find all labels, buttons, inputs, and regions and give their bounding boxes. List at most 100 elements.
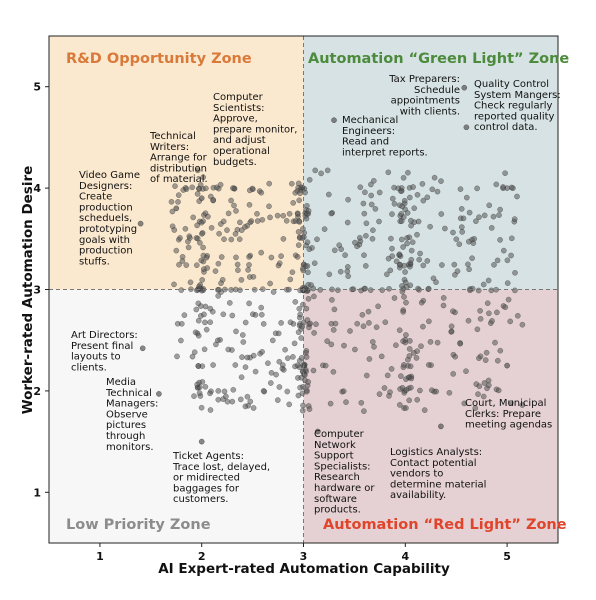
data-point <box>362 285 368 292</box>
data-point <box>268 254 275 261</box>
data-point <box>369 235 376 242</box>
annotation-line: System Mangers: <box>474 90 561 101</box>
data-point <box>244 393 251 400</box>
annotation-line: software <box>314 494 357 505</box>
data-point <box>297 311 304 318</box>
data-point <box>410 184 416 190</box>
data-point <box>242 319 249 326</box>
data-point <box>215 293 222 299</box>
data-point <box>425 285 432 292</box>
data-point <box>200 174 207 181</box>
data-point <box>357 184 364 191</box>
data-point <box>267 380 274 386</box>
data-point <box>194 381 201 388</box>
data-point <box>402 269 408 275</box>
data-point <box>169 208 176 215</box>
data-point <box>244 354 251 361</box>
data-point <box>258 304 265 311</box>
data-point <box>202 303 209 310</box>
data-point <box>187 235 193 241</box>
data-point <box>405 169 411 176</box>
data-point <box>415 285 421 292</box>
data-point <box>294 211 301 217</box>
data-point <box>456 241 463 248</box>
data-point <box>228 236 235 243</box>
data-point <box>450 308 456 315</box>
data-point <box>450 229 456 236</box>
data-point <box>389 245 395 252</box>
data-point <box>393 258 400 265</box>
annotation-line: Arrange for <box>150 153 208 164</box>
data-point <box>417 250 423 257</box>
data-point <box>189 353 196 360</box>
data-point <box>385 169 392 176</box>
data-point <box>512 269 518 276</box>
data-point <box>311 330 317 336</box>
data-point <box>504 257 511 264</box>
data-point <box>248 218 255 224</box>
data-point <box>400 309 407 315</box>
data-point <box>210 197 217 203</box>
axis-ticks: 1 2 3 4 5 1 2 3 4 5 <box>33 81 511 563</box>
data-point <box>356 234 363 241</box>
annotation-line: Court, Municipal <box>465 398 546 409</box>
data-point <box>408 256 415 263</box>
annotation-line: interpret reports. <box>342 147 428 158</box>
data-point <box>418 343 424 350</box>
data-point <box>228 197 234 204</box>
data-point <box>367 287 374 293</box>
data-point <box>446 389 453 396</box>
annotation-line: Computer <box>314 429 365 440</box>
annotation-line: layouts to <box>71 352 121 363</box>
data-point <box>400 244 406 250</box>
data-point <box>226 300 233 306</box>
annotation-line: Writers: <box>150 142 189 153</box>
data-point <box>440 302 447 309</box>
data-point <box>259 348 265 355</box>
data-point <box>451 261 458 268</box>
annotation-line: Technical <box>149 131 196 142</box>
zone-title-red-light: Automation “Red Light” Zone <box>323 517 567 533</box>
data-point <box>242 364 249 370</box>
data-point <box>299 390 306 397</box>
data-point <box>193 235 200 241</box>
x-tick-label: 3 <box>300 550 308 563</box>
data-point <box>338 246 345 253</box>
data-point <box>306 324 312 331</box>
data-point <box>385 255 392 262</box>
data-point <box>488 287 495 294</box>
data-point <box>508 235 515 242</box>
data-point <box>514 193 520 200</box>
data-point <box>276 384 283 390</box>
data-point <box>379 287 386 293</box>
data-point <box>324 338 331 344</box>
data-point <box>233 328 239 335</box>
data-point <box>401 276 408 283</box>
data-point <box>482 357 489 363</box>
data-point <box>199 230 205 237</box>
data-point <box>514 312 521 319</box>
data-point <box>391 295 398 301</box>
data-point <box>218 254 225 260</box>
annotation-line: Schedule <box>414 85 460 96</box>
annotated-point <box>198 438 205 445</box>
data-point <box>508 184 515 191</box>
data-point <box>406 234 413 241</box>
data-point <box>191 393 197 399</box>
data-point <box>373 324 380 331</box>
data-point <box>507 318 514 325</box>
data-point <box>175 192 182 198</box>
annotation-11: Ticket Agents: Trace lost, delayed, or mid… <box>172 451 270 505</box>
data-point <box>474 185 480 192</box>
annotation-line: hardware or <box>314 483 375 494</box>
data-point <box>491 261 497 268</box>
zone-bg-bottom-left <box>49 289 304 543</box>
data-point <box>276 260 283 267</box>
data-point <box>252 368 259 375</box>
data-point <box>198 257 205 264</box>
annotation-line: through <box>106 431 145 442</box>
data-point <box>408 384 414 391</box>
data-point <box>481 212 488 219</box>
data-point <box>247 398 254 405</box>
